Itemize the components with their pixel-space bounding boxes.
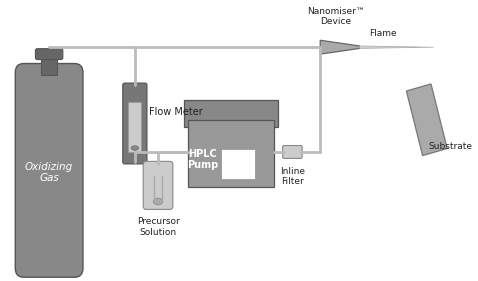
Text: Nanomiser™
Device: Nanomiser™ Device: [307, 7, 365, 26]
FancyBboxPatch shape: [15, 64, 83, 277]
FancyBboxPatch shape: [282, 146, 302, 158]
Text: Flow Meter: Flow Meter: [149, 107, 203, 117]
Text: Substrate: Substrate: [428, 142, 472, 151]
Bar: [129, 103, 141, 152]
Text: Oxidizing
Gas: Oxidizing Gas: [25, 162, 73, 183]
FancyBboxPatch shape: [123, 83, 147, 164]
Ellipse shape: [131, 146, 139, 150]
Text: Flame: Flame: [369, 29, 396, 38]
Ellipse shape: [153, 198, 163, 205]
Bar: [41, 58, 57, 75]
Bar: [220, 149, 255, 179]
Bar: [188, 120, 274, 187]
Polygon shape: [359, 46, 434, 48]
Text: Precursor
Solution: Precursor Solution: [137, 217, 179, 237]
Polygon shape: [320, 40, 359, 54]
Polygon shape: [406, 84, 447, 156]
FancyBboxPatch shape: [143, 161, 173, 209]
FancyBboxPatch shape: [35, 49, 63, 60]
Text: HPLC
Pump: HPLC Pump: [187, 149, 218, 170]
FancyBboxPatch shape: [185, 100, 278, 127]
Text: Inline
Filter: Inline Filter: [280, 167, 305, 186]
